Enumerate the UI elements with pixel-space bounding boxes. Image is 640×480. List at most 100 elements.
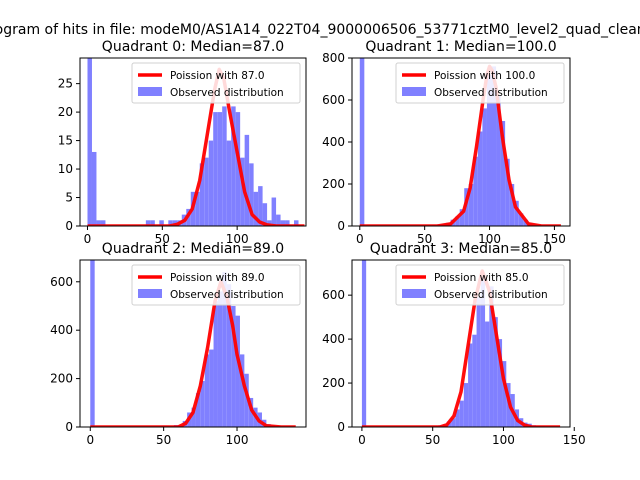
plot-area (361, 260, 561, 427)
histogram-bar (195, 191, 200, 226)
x-tick-label: 50 (417, 232, 432, 246)
legend-box (131, 264, 301, 306)
histogram-bar (145, 220, 151, 226)
legend-bar-swatch (138, 289, 162, 298)
histogram-bar (496, 95, 501, 226)
y-tick-label: 400 (322, 135, 345, 149)
y-tick-label: 0 (65, 420, 73, 434)
histogram-bar (276, 214, 281, 226)
subplot-0: 0 50 100 0 5 10 15 20 25 Quadrant 0: Median=87.0 P… (58, 39, 307, 246)
y-tick-label: 0 (337, 420, 345, 434)
histogram-bar (361, 260, 367, 427)
x-tick-label: 100 (492, 433, 515, 447)
histogram-bar (168, 220, 173, 226)
y-tick-label: 20 (58, 105, 73, 119)
x-tick-label: 150 (543, 232, 566, 246)
subplot-3: 0 50 100 150 0 200 400 600 Quadrant 3: Median=85… (322, 241, 586, 447)
histogram-bar (459, 209, 465, 226)
histogram-bar (213, 301, 218, 427)
histogram-bar (493, 317, 498, 427)
histogram-bar (217, 291, 223, 427)
histogram-bar (253, 191, 259, 226)
histogram-bar (199, 163, 205, 226)
histogram-bar (91, 151, 97, 226)
x-tick-label: 50 (155, 232, 170, 246)
histogram-bar (204, 354, 210, 427)
histogram-bar (200, 381, 205, 427)
histogram-bar (90, 260, 95, 427)
x-tick-label: 100 (226, 232, 249, 246)
x-tick-label: 50 (156, 433, 171, 447)
histogram-bar (208, 140, 214, 226)
y-tick-label: 200 (50, 372, 73, 386)
histogram-bar (240, 157, 245, 226)
histogram-bar (235, 315, 240, 427)
histogram-bar (489, 286, 494, 427)
histogram-bar (226, 140, 232, 226)
legend-label: Poission with 87.0 (170, 70, 265, 82)
histogram-bar (191, 407, 196, 427)
histogram-bar (244, 134, 250, 226)
axes-frame (79, 57, 307, 227)
histogram-bar (455, 216, 460, 226)
legend-label: Poission with 89.0 (170, 272, 265, 284)
histogram-bar (159, 220, 164, 226)
histogram-bar (473, 156, 478, 226)
legend-label: Poission with 100.0 (434, 70, 535, 82)
histogram-bar (248, 397, 254, 427)
x-tick-label: 0 (358, 433, 366, 447)
histogram-bar (482, 108, 487, 226)
histogram-bar (258, 186, 263, 226)
histogram-bar (451, 418, 456, 427)
y-tick-label: 600 (322, 288, 345, 302)
histogram-bar (100, 220, 106, 226)
histogram-bar (468, 184, 474, 226)
histogram-bar (213, 112, 218, 226)
histogram-bar (239, 354, 245, 427)
histogram-bar (463, 383, 469, 427)
histogram-bar (294, 220, 299, 226)
histogram-bar (359, 58, 365, 226)
subplot-title: Quadrant 2: Median=89.0 (102, 241, 284, 257)
y-tick-label: 800 (322, 51, 345, 65)
legend-bar-swatch (138, 87, 162, 96)
axes-frame (79, 259, 307, 428)
histogram-bar (150, 220, 155, 226)
y-tick-label: 25 (58, 77, 73, 91)
histogram-bar (468, 343, 473, 427)
legend-label: Observed distribution (170, 87, 284, 99)
plot-area (87, 58, 305, 226)
subplot-title: Quadrant 0: Median=87.0 (102, 39, 284, 55)
histogram-bar (235, 112, 241, 226)
histogram-bar (209, 349, 214, 427)
histogram-bar (497, 339, 503, 427)
histogram-bar (491, 66, 497, 226)
histogram-bar (222, 106, 227, 226)
x-tick-label: 0 (356, 232, 364, 246)
legend: Poission with 89.0 Observed distribution (131, 264, 301, 306)
x-tick-label: 100 (226, 433, 249, 447)
histogram-bar (502, 361, 507, 427)
histogram-bar (87, 58, 92, 226)
histogram-bar (514, 200, 519, 226)
legend-bar-swatch (402, 87, 426, 96)
legend-bar-swatch (402, 289, 426, 298)
legend: Poission with 100.0 Observed distribution (395, 62, 565, 104)
legend-label: Poission with 85.0 (434, 272, 529, 284)
plot-area (90, 260, 296, 427)
x-tick-label: 150 (563, 433, 586, 447)
histogram-bar (244, 373, 249, 427)
histogram-bar (267, 220, 272, 226)
x-tick-label: 0 (86, 433, 94, 447)
histogram-bar (217, 112, 223, 226)
histogram-bar (285, 220, 290, 226)
y-tick-label: 10 (58, 162, 73, 176)
histogram-bar (280, 220, 286, 226)
x-tick-label: 100 (478, 232, 501, 246)
legend-label: Observed distribution (170, 289, 284, 301)
histogram-bar (231, 305, 236, 427)
histogram-bar (485, 321, 490, 427)
y-tick-label: 200 (322, 376, 345, 390)
histogram-bar (459, 400, 464, 427)
legend-label: Observed distribution (434, 87, 548, 99)
